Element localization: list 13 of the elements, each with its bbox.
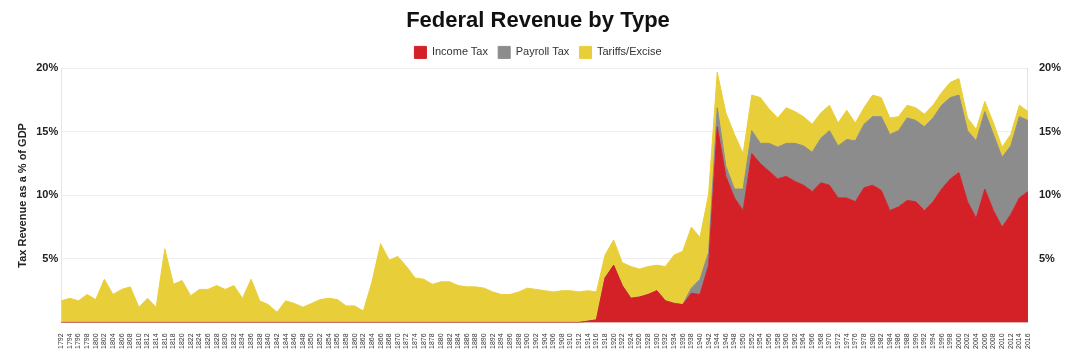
y-tick-label: 20% xyxy=(36,61,59,74)
y2-tick-label: 15% xyxy=(1038,124,1062,137)
legend-label: Payroll Tax xyxy=(515,45,570,58)
y-tick-label: 10% xyxy=(36,188,59,201)
y-tick-label: 15% xyxy=(36,124,59,137)
y-axis-title: Tax Revenue as a % of GDP xyxy=(15,123,28,268)
y2-tick-label: 5% xyxy=(1038,251,1056,264)
y2-tick-label: 20% xyxy=(1038,61,1062,74)
chart-title: Federal Revenue by Type xyxy=(406,7,670,33)
y2-tick-label: 10% xyxy=(1038,188,1062,201)
y-tick-label: 5% xyxy=(42,251,59,264)
legend-label: Tariffs/Excise xyxy=(596,45,662,58)
legend-label: Income Tax xyxy=(431,45,489,58)
